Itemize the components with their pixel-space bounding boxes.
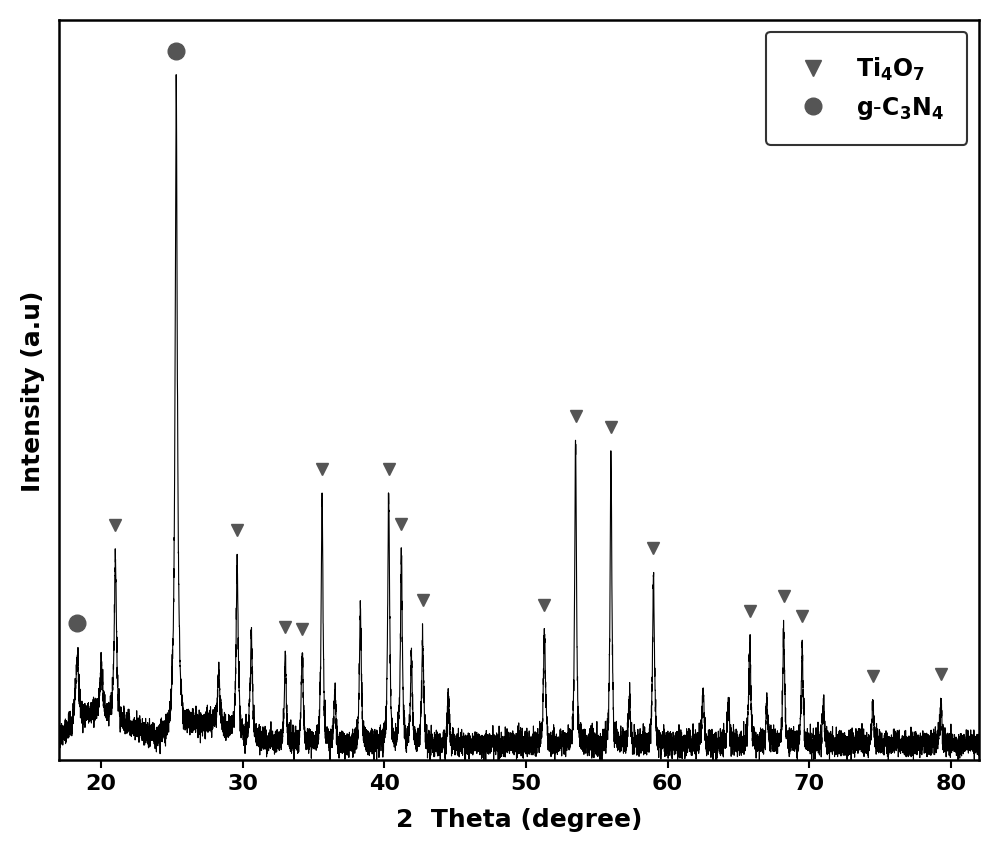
Y-axis label: Intensity (a.u): Intensity (a.u) bbox=[21, 290, 45, 491]
X-axis label: 2  Theta (degree): 2 Theta (degree) bbox=[396, 807, 642, 832]
Legend: $\mathbf{Ti_4O_7}$, $\mathbf{g\text{-}C_3N_4}$: $\mathbf{Ti_4O_7}$, $\mathbf{g\text{-}C_… bbox=[766, 32, 967, 146]
